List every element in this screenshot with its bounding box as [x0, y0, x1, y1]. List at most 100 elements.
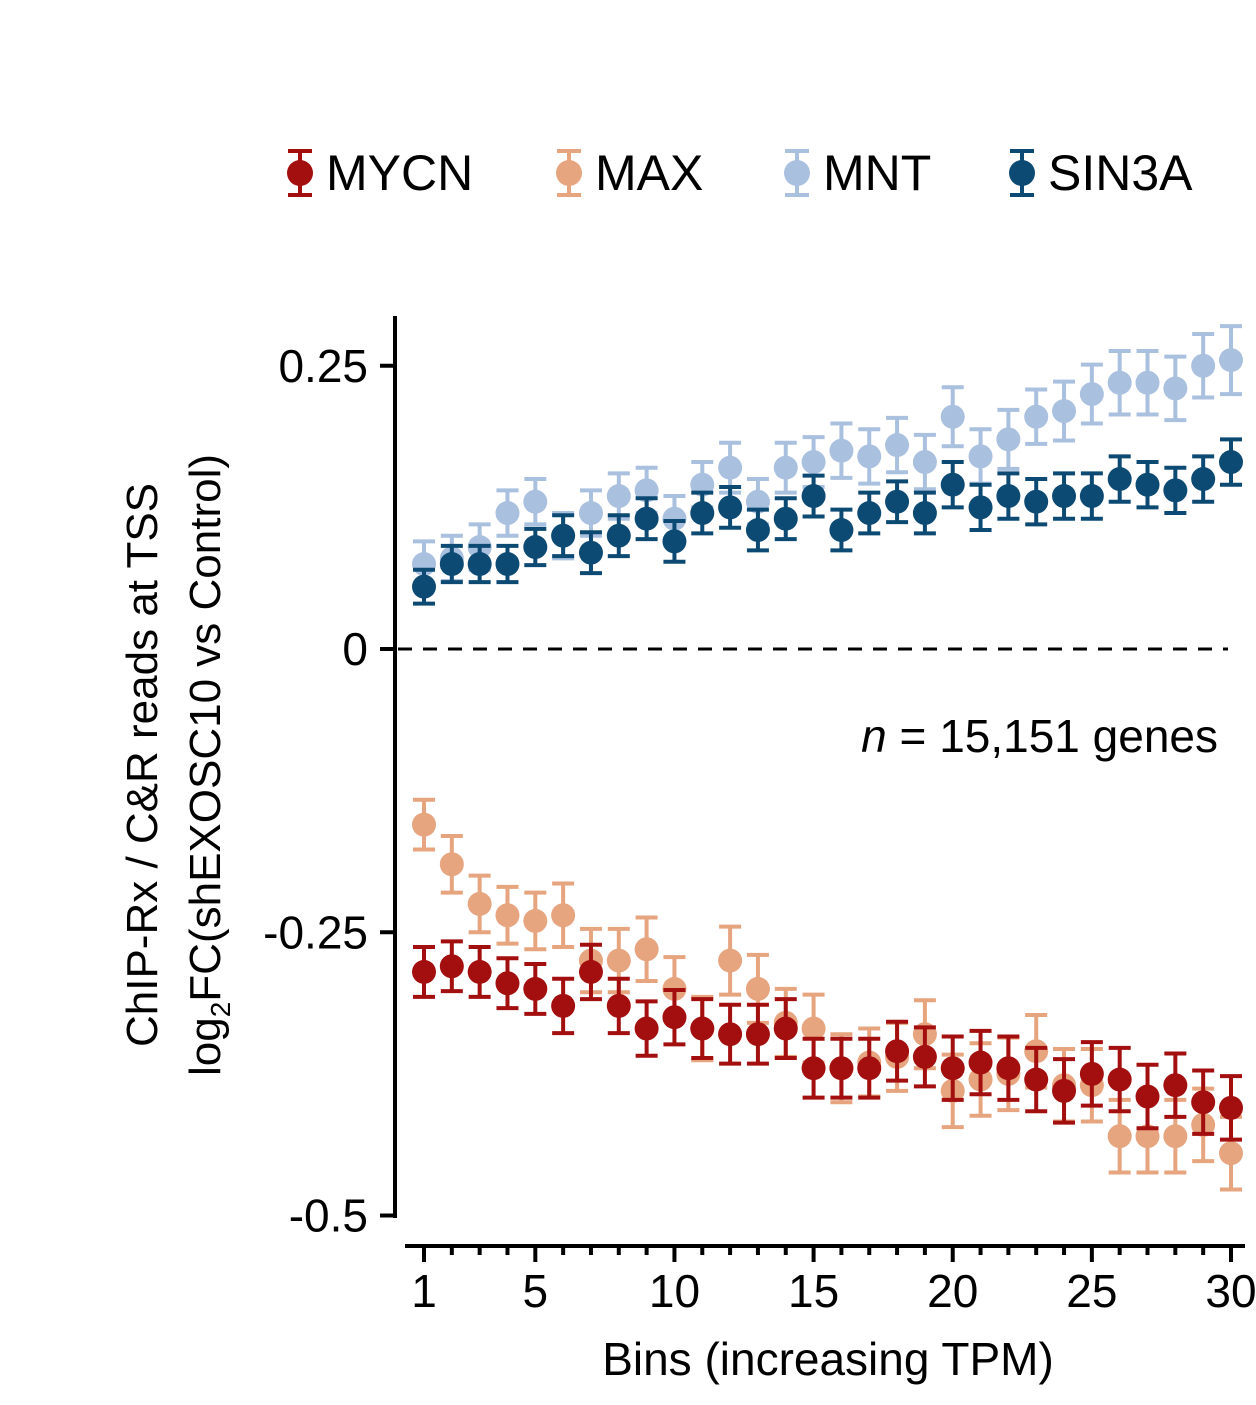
point-mnt: [968, 444, 993, 469]
point-mnt: [495, 501, 520, 526]
point-mnt: [1024, 404, 1049, 429]
point-mycn: [1052, 1078, 1077, 1103]
x-tick-label: 1: [411, 1265, 437, 1317]
legend-point: [556, 160, 582, 186]
point-mycn: [1191, 1090, 1216, 1115]
point-mnt: [1219, 348, 1243, 373]
point-sin3a: [829, 518, 854, 543]
point-mnt: [801, 450, 826, 475]
legend-label-max: MAX: [595, 145, 704, 201]
point-mycn: [495, 971, 520, 996]
point-mycn: [801, 1056, 826, 1081]
point-mnt: [996, 427, 1021, 452]
point-mnt: [718, 455, 743, 480]
point-mnt: [1135, 370, 1160, 395]
point-mycn: [773, 1016, 798, 1041]
legend-label-sin3a: SIN3A: [1048, 145, 1193, 201]
point-mycn: [690, 1016, 715, 1041]
point-sin3a: [1163, 478, 1188, 503]
point-sin3a: [1135, 472, 1160, 497]
point-mycn: [940, 1056, 965, 1081]
point-mycn: [662, 1005, 687, 1030]
point-sin3a: [801, 484, 826, 509]
point-max: [495, 903, 520, 928]
legend-point: [287, 160, 313, 186]
legend-marker-max: [556, 149, 582, 197]
x-tick-label: 5: [523, 1265, 549, 1317]
point-mycn: [857, 1056, 882, 1081]
point-mycn: [578, 959, 603, 984]
y-tick-label: -0.25: [263, 906, 368, 958]
point-mnt: [1191, 353, 1216, 378]
point-sin3a: [1024, 489, 1049, 514]
legend-item-max: MAX: [551, 138, 703, 208]
point-sin3a: [718, 495, 743, 520]
series-max: [412, 797, 1243, 1192]
legend-marker-sin3a: [1009, 149, 1035, 197]
point-mycn: [1024, 1067, 1049, 1092]
point-mycn: [1219, 1095, 1243, 1120]
point-max: [801, 1016, 826, 1041]
point-sin3a: [940, 472, 965, 497]
x-axis-label: Bins (increasing TPM): [602, 1333, 1054, 1385]
point-max: [606, 948, 631, 973]
point-mnt: [912, 450, 937, 475]
point-sin3a: [857, 501, 882, 526]
y-label-log: log: [181, 1017, 230, 1076]
point-sin3a: [606, 523, 631, 548]
annotation-italic: n: [861, 710, 887, 762]
point-mycn: [1163, 1073, 1188, 1098]
point-mycn: [606, 993, 631, 1018]
point-max: [412, 812, 436, 837]
point-mnt: [662, 506, 687, 531]
point-sin3a: [662, 529, 687, 554]
point-sin3a: [551, 523, 576, 548]
point-mycn: [523, 976, 548, 1001]
point-mycn: [968, 1050, 993, 1075]
point-mycn: [1107, 1067, 1132, 1092]
point-max: [1219, 1141, 1243, 1166]
point-max: [1163, 1124, 1188, 1149]
point-mycn: [718, 1022, 743, 1047]
point-mycn: [996, 1056, 1021, 1081]
legend-item-mycn: MYCN: [282, 138, 473, 208]
point-mycn: [1135, 1084, 1160, 1109]
point-max: [1107, 1124, 1132, 1149]
chart-marks: [412, 324, 1243, 1192]
point-sin3a: [690, 501, 715, 526]
x-tick-label: 15: [788, 1265, 839, 1317]
legend-marker-mnt: [784, 149, 810, 197]
point-mnt: [773, 455, 798, 480]
point-max: [551, 903, 576, 928]
point-sin3a: [467, 552, 492, 577]
point-sin3a: [1107, 467, 1132, 492]
x-tick-label: 25: [1066, 1265, 1117, 1317]
axes: 0.250-0.25-0.51 5 10 15 20 25 30: [263, 316, 1256, 1317]
x-tick-label: 30: [1205, 1265, 1256, 1317]
point-mycn: [634, 1016, 659, 1041]
x-tick-label: 10: [649, 1265, 700, 1317]
point-max: [718, 948, 743, 973]
point-mycn: [551, 993, 576, 1018]
point-mycn: [467, 959, 492, 984]
point-sin3a: [745, 518, 770, 543]
y-tick-label: 0.25: [278, 340, 368, 392]
point-max: [439, 852, 464, 877]
point-mnt: [578, 501, 603, 526]
point-max: [523, 908, 548, 933]
point-mnt: [857, 444, 882, 469]
point-max: [467, 891, 492, 916]
point-mnt: [940, 404, 965, 429]
point-mnt: [1107, 370, 1132, 395]
y-axis-label-line1: ChIP-Rx / C&R reads at TSS: [118, 483, 167, 1047]
point-sin3a: [996, 484, 1021, 509]
point-sin3a: [1219, 450, 1243, 475]
point-sin3a: [968, 495, 993, 520]
point-sin3a: [1191, 467, 1216, 492]
point-mnt: [829, 438, 854, 463]
annotation-rest: = 15,151 genes: [887, 710, 1218, 762]
point-sin3a: [912, 501, 937, 526]
point-mycn: [745, 1022, 770, 1047]
point-mycn: [439, 954, 464, 979]
point-mnt: [1163, 376, 1188, 401]
